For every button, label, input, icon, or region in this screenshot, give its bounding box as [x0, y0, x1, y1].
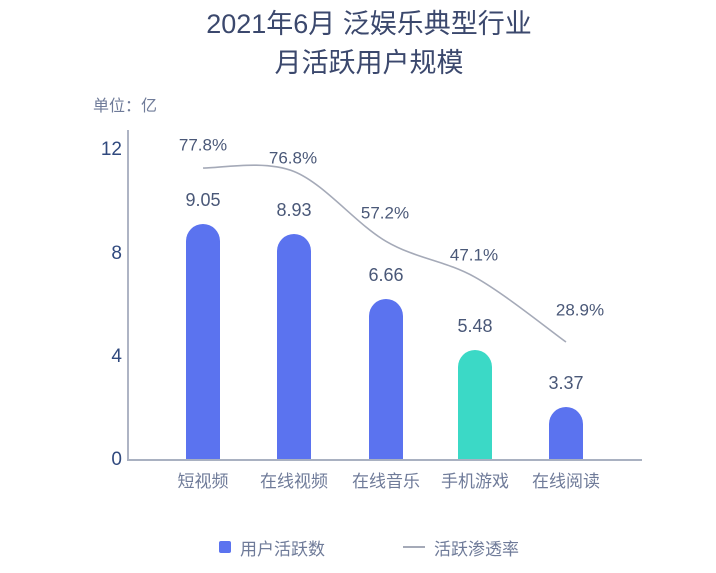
legend-item-penetration: 活跃渗透率 — [403, 535, 519, 560]
legend: 用户活跃数 活跃渗透率 — [22, 535, 716, 560]
penetration-value-label: 57.2% — [360, 203, 410, 223]
chart-title: 2021年6月 泛娱乐典型行业 月活跃用户规模 — [22, 5, 716, 83]
x-axis-line — [127, 459, 642, 461]
bar-value-label: 9.05 — [185, 190, 221, 210]
y-axis-tick: 12 — [100, 139, 122, 161]
bar-series-swatch-icon — [219, 541, 231, 553]
bar-value-label: 3.37 — [548, 373, 584, 393]
bar-3 — [369, 299, 403, 459]
category-label: 在线音乐 — [352, 472, 420, 491]
category-label: 在线阅读 — [532, 472, 600, 491]
bar-4 — [458, 350, 492, 459]
bar-1 — [186, 224, 220, 459]
bar-value-label: 5.48 — [457, 316, 493, 336]
bar-5 — [549, 407, 583, 459]
y-axis-unit-label: 单位：亿 — [93, 98, 158, 115]
chart-title-line1: 2021年6月 泛娱乐典型行业 — [206, 9, 532, 39]
legend-label-active-users: 用户活跃数 — [240, 539, 325, 559]
penetration-value-label: 47.1% — [449, 245, 499, 265]
bar-value-label: 8.93 — [276, 200, 312, 220]
y-axis-tick: 8 — [111, 242, 122, 264]
line-series-swatch-icon — [403, 546, 425, 548]
chart-title-line2: 月活跃用户规模 — [274, 48, 464, 78]
category-label: 手机游戏 — [441, 472, 509, 491]
category-label: 在线视频 — [260, 472, 328, 491]
penetration-value-label: 77.8% — [178, 135, 228, 155]
penetration-value-label: 76.8% — [268, 148, 318, 168]
bar-2 — [277, 234, 311, 459]
y-axis-tick: 4 — [111, 345, 122, 367]
legend-item-active-users: 用户活跃数 — [219, 535, 325, 560]
y-axis-line — [127, 130, 129, 461]
legend-label-penetration: 活跃渗透率 — [434, 539, 519, 559]
bar-value-label: 6.66 — [368, 265, 404, 285]
penetration-value-label: 28.9% — [555, 300, 605, 320]
category-label: 短视频 — [177, 472, 229, 491]
y-axis-tick: 0 — [111, 449, 122, 470]
